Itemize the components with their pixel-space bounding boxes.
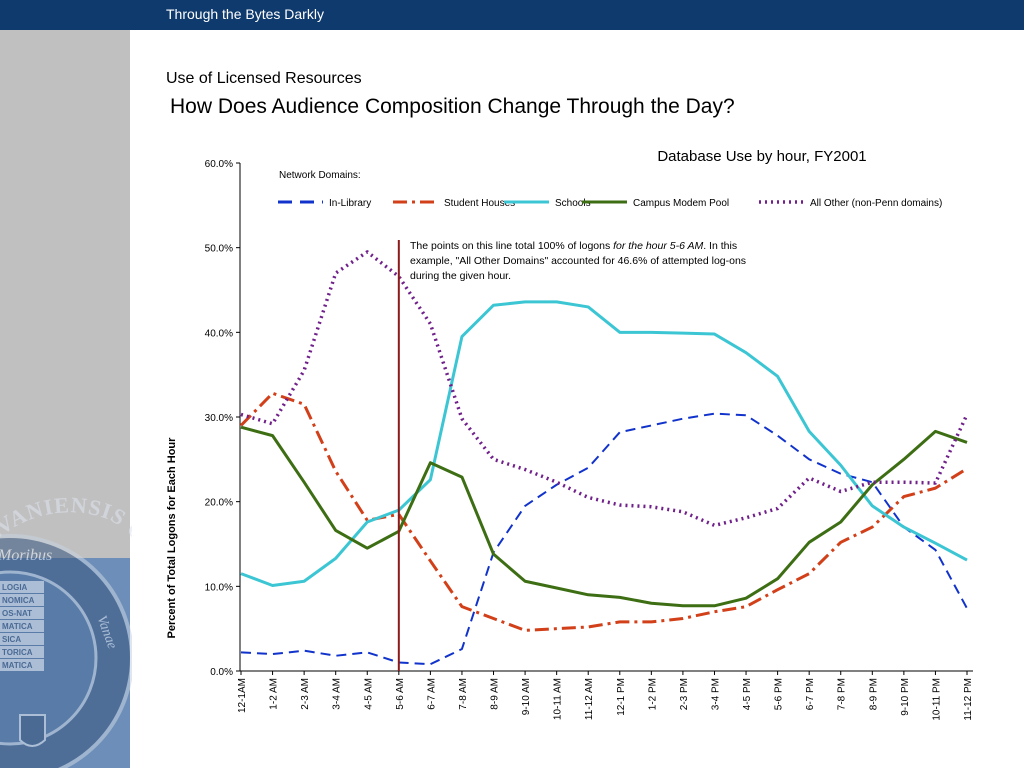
seal-book-label: LOGIA: [2, 583, 28, 592]
x-tick-label: 6-7 AM: [426, 678, 437, 710]
y-tick-label: 40.0%: [205, 328, 233, 339]
y-tick-label: 30.0%: [205, 413, 233, 424]
y-axis-label: Percent of Total Logons for Each Hour: [166, 437, 178, 639]
x-tick-label: 6-7 PM: [805, 678, 816, 710]
seal-book: [0, 594, 44, 606]
x-tick-label: 10-11 PM: [931, 678, 942, 721]
legend-label-all-other: All Other (non-Penn domains): [810, 198, 942, 209]
seal-book: [0, 581, 44, 593]
seal-book: [0, 659, 44, 671]
y-tick-label: 10.0%: [205, 582, 233, 593]
legend-label-schools: Schools: [555, 198, 591, 209]
y-tick-label: 60.0%: [205, 159, 233, 170]
x-tick-label: 1-2 PM: [647, 678, 658, 710]
university-seal-logo: PENNSYLVANIENSIS CVRATORVM Moribus Vanae…: [0, 492, 132, 768]
x-tick-label: 5-6 PM: [774, 678, 785, 710]
legend-label-in-library: In-Library: [329, 198, 371, 209]
legend-title: Network Domains:: [279, 170, 361, 181]
seal-book: [0, 633, 44, 645]
header-bar: Through the Bytes Darkly: [0, 0, 1024, 30]
seal-book-label: MATICA: [2, 661, 33, 670]
seal-motto-text: Moribus: [0, 547, 52, 564]
seal-book-label: OS-NAT: [2, 609, 32, 618]
series-line-in-library: [240, 412, 968, 666]
series-line-schools: [240, 300, 968, 587]
x-tick-label: 1-2 AM: [269, 678, 280, 710]
header-title: Through the Bytes Darkly: [166, 6, 324, 22]
legend-label-student-houses: Student Houses: [444, 198, 515, 209]
x-tick-label: 3-4 AM: [332, 678, 343, 710]
x-tick-label: 10-11 AM: [553, 678, 564, 720]
x-tick-label: 4-5 PM: [742, 678, 753, 710]
legend-label-campus-modem-pool: Campus Modem Pool: [633, 198, 729, 209]
series-line-campus-modem-pool: [240, 425, 968, 608]
x-tick-label: 7-8 AM: [458, 678, 469, 710]
x-tick-label: 12-1AM: [237, 678, 248, 713]
x-tick-label: 11-12 PM: [963, 678, 974, 721]
x-tick-label: 11-12 AM: [584, 678, 595, 720]
seal-book-label: NOMICA: [2, 596, 35, 605]
x-tick-label: 2-3 PM: [679, 678, 690, 710]
line-chart: Database Use by hour, FY2001 Percent of …: [166, 148, 974, 721]
annotation-line-2: example, "All Other Domains" accounted f…: [410, 255, 746, 267]
x-tick-label: 7-8 PM: [837, 678, 848, 710]
seal-book: [0, 646, 44, 658]
y-tick-label: 20.0%: [205, 498, 233, 509]
seal-books: LOGIA NOMICA OS-NAT MATICA SICA TORICA MATICA: [0, 581, 44, 671]
x-tick-label: 5-6 AM: [395, 678, 406, 710]
slide-title: How Does Audience Composition Change Thr…: [170, 95, 735, 118]
y-tick-label: 0.0%: [210, 667, 233, 678]
annotation-line-3: during the given hour.: [410, 270, 511, 282]
series-line-student-houses: [239, 391, 968, 632]
chart-title: Database Use by hour, FY2001: [657, 148, 866, 165]
series-line-all-other: [240, 250, 969, 528]
x-tick-label: 4-5 AM: [363, 678, 374, 710]
seal-book-label: MATICA: [2, 622, 33, 631]
x-tick-label: 9-10 AM: [521, 678, 532, 715]
x-tick-label: 12-1 PM: [616, 678, 627, 716]
seal-book: [0, 620, 44, 632]
y-tick-label: 50.0%: [205, 244, 233, 255]
x-tick-label: 8-9 AM: [490, 678, 501, 710]
x-tick-label: 3-4 PM: [710, 678, 721, 710]
annotation-line-1: The points on this line total 100% of lo…: [410, 240, 737, 252]
x-tick-label: 2-3 AM: [300, 678, 311, 710]
slide-subtitle: Use of Licensed Resources: [166, 70, 362, 87]
seal-book-label: SICA: [2, 635, 21, 644]
x-tick-label: 9-10 PM: [900, 678, 911, 716]
x-tick-label: 8-9 PM: [868, 678, 879, 710]
seal-book-label: TORICA: [2, 648, 33, 657]
seal-book: [0, 607, 44, 619]
